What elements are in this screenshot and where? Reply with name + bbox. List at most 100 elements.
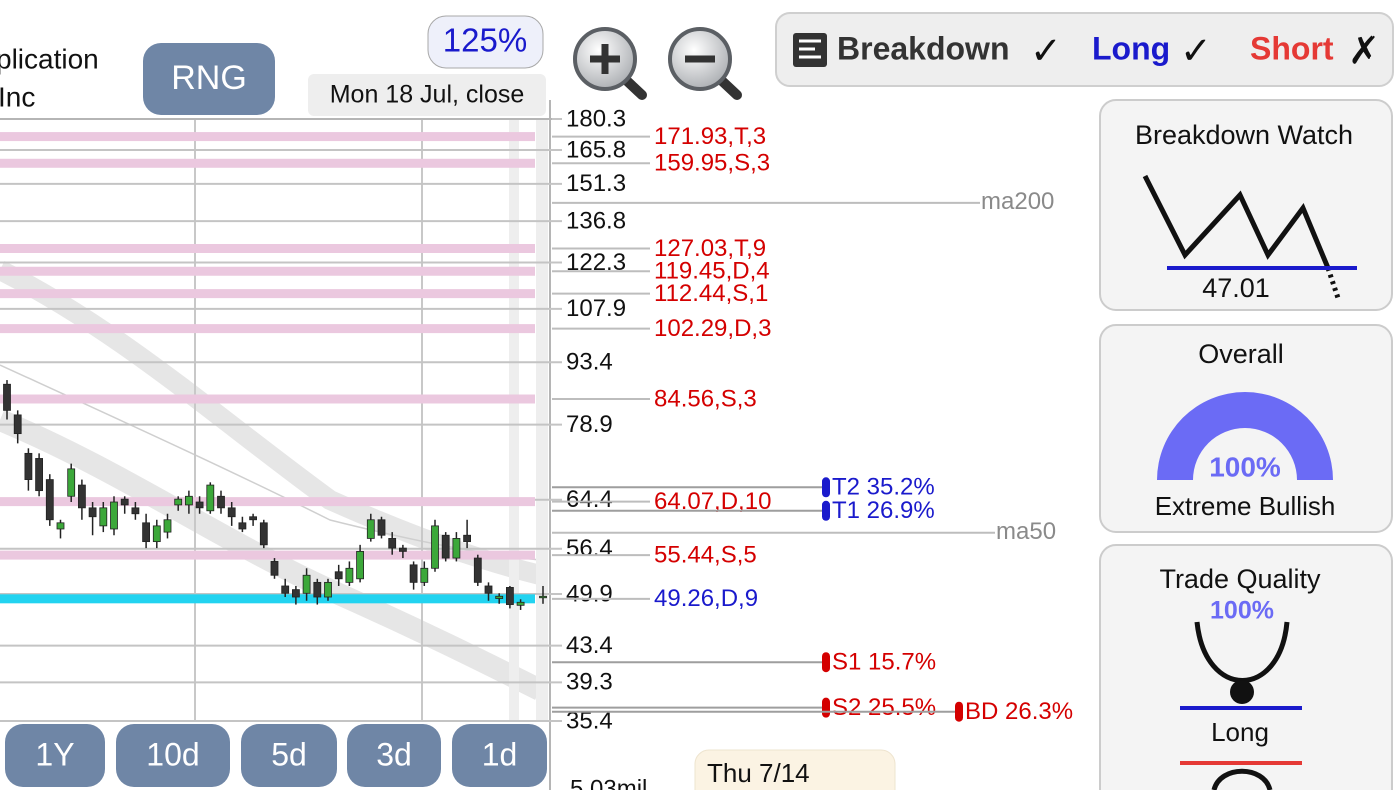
target-marker <box>822 477 830 498</box>
candle-body <box>495 595 504 599</box>
symbol[interactable]: RNG <box>171 59 247 97</box>
level-band <box>0 324 535 334</box>
short-toggle[interactable]: Short <box>1250 30 1334 66</box>
level-label: 55.44,S,5 <box>654 541 757 568</box>
level-band <box>0 244 535 254</box>
target-label: BD 26.3% <box>965 698 1073 725</box>
candle-body <box>302 574 311 594</box>
y-tick-label: 56.4 <box>566 535 613 562</box>
level-label: 159.95,S,3 <box>654 150 770 177</box>
breakdown-pattern <box>1325 267 1341 299</box>
y-tick-label: 165.8 <box>566 136 626 163</box>
candle-body <box>356 550 365 580</box>
candle-body <box>227 507 236 518</box>
candle-body <box>217 495 225 509</box>
y-tick-label: 78.9 <box>566 411 613 438</box>
breakdown-icon <box>793 33 827 67</box>
panel-title: Overall <box>1198 339 1284 369</box>
target-marker <box>822 500 830 521</box>
timeframe-label[interactable]: 1d <box>482 736 518 772</box>
candle-body <box>249 516 258 521</box>
candle-body <box>377 519 386 536</box>
candle-body <box>45 479 54 521</box>
timeframe-button[interactable] <box>241 724 337 787</box>
candle-body <box>539 595 547 599</box>
zoom-level[interactable] <box>427 15 544 69</box>
timeframe-button[interactable] <box>5 724 105 787</box>
timeframe-label[interactable]: 10d <box>146 736 199 772</box>
candle-body <box>441 534 450 559</box>
timeframe-button[interactable] <box>452 724 547 787</box>
level-band <box>0 158 535 168</box>
level-band <box>0 132 535 142</box>
level-label: 112.44,S,1 <box>654 280 768 307</box>
target-label: T1 26.9% <box>832 497 935 524</box>
candle-body <box>313 581 322 598</box>
zoom-level-text[interactable]: 125% <box>443 22 527 59</box>
candle-body <box>281 585 290 594</box>
y-tick-label: 93.4 <box>566 349 613 376</box>
long-toggle[interactable]: Long <box>1092 30 1170 66</box>
ma-label: ma200 <box>981 188 1054 215</box>
candle-body <box>184 495 193 506</box>
gauge-arc <box>1157 392 1333 480</box>
icon-handle <box>716 75 742 100</box>
short-cross[interactable]: ✗ <box>1348 29 1380 73</box>
y-tick-label: 107.9 <box>566 295 626 322</box>
breakdown-check[interactable]: ✓ <box>1030 29 1062 73</box>
candle-body <box>56 522 65 530</box>
panel-title: Trade Quality <box>1159 564 1321 594</box>
zoom-in[interactable] <box>573 27 647 100</box>
long-check[interactable]: ✓ <box>1180 29 1212 73</box>
date-label-box <box>308 74 546 116</box>
level-label: 102.29,D,3 <box>654 315 771 342</box>
overall-rating: Extreme Bullish <box>1155 491 1336 521</box>
toolbar <box>775 12 1394 87</box>
candle-body <box>334 571 343 580</box>
candle-body <box>13 414 22 435</box>
timeframe-button[interactable] <box>347 724 441 787</box>
y-tick-label: 151.3 <box>566 170 626 197</box>
candle-body <box>259 522 268 546</box>
candle-body <box>163 519 172 533</box>
level-label: 119.45,D,4 <box>654 258 770 285</box>
candle-body <box>345 567 354 583</box>
target-marker <box>822 697 830 718</box>
candle-body <box>195 501 204 509</box>
level-band <box>0 497 535 507</box>
candle-body <box>431 525 439 569</box>
quality-ball <box>1230 680 1254 704</box>
breakdown-toggle[interactable]: Breakdown <box>837 30 1009 66</box>
level-band <box>0 594 535 604</box>
candle-body <box>409 564 418 583</box>
candle-body <box>324 581 332 598</box>
candle-body <box>484 585 493 594</box>
candle-body <box>3 383 11 411</box>
candle-body <box>388 538 397 549</box>
timeframe-label[interactable]: 5d <box>271 736 307 772</box>
candle-body <box>463 534 472 543</box>
panel-title: Breakdown Watch <box>1135 120 1353 150</box>
session-strip <box>509 119 519 720</box>
candle-body <box>291 589 300 598</box>
timeframe-label[interactable]: 3d <box>376 736 412 772</box>
timeframe-button[interactable] <box>116 724 230 787</box>
candle-body <box>505 587 514 605</box>
candle-body <box>206 484 215 512</box>
timeframe-label[interactable]: 1Y <box>35 736 74 772</box>
target-label: S2 25.5% <box>832 694 936 721</box>
date-tooltip-box <box>694 749 896 790</box>
level-label: 84.56,S,3 <box>654 385 757 412</box>
symbol-button[interactable] <box>143 43 275 115</box>
zoom-out[interactable] <box>668 27 742 100</box>
candle-body <box>452 538 461 559</box>
icon-handle <box>621 75 647 100</box>
target-marker <box>822 652 830 673</box>
level-band <box>0 550 535 560</box>
candle-body <box>110 501 118 530</box>
candle-body <box>120 498 129 506</box>
candle-body <box>152 525 161 543</box>
target-label: T2 35.2% <box>832 474 935 501</box>
